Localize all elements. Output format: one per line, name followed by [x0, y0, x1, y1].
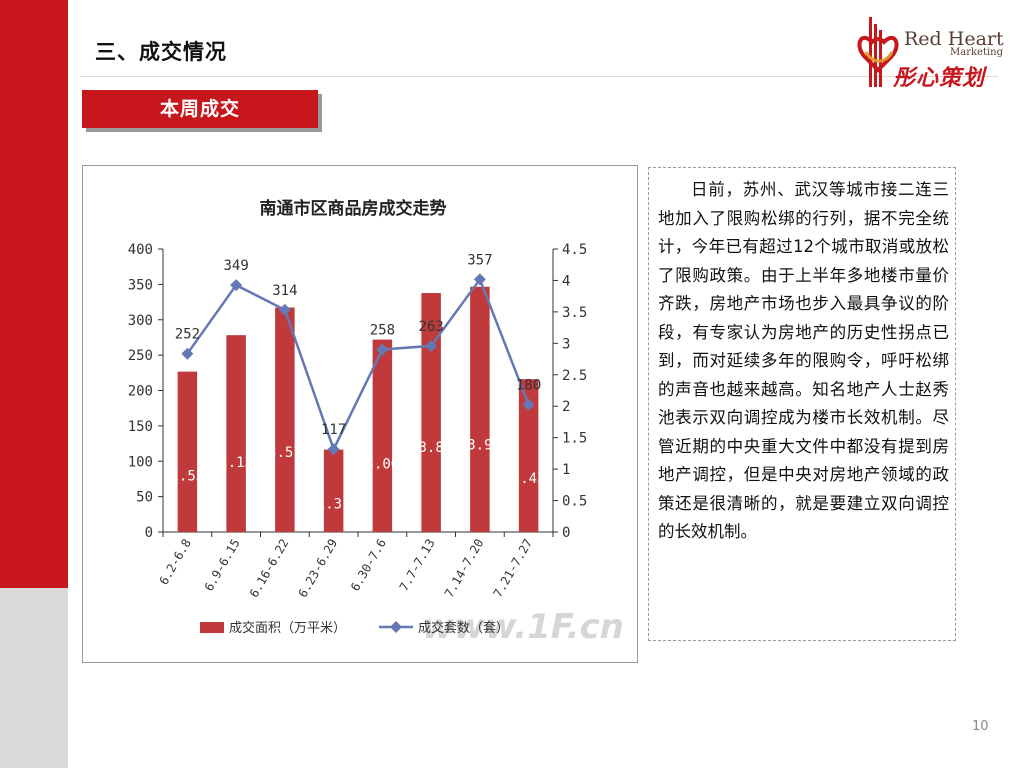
y-right-tick-label: 3.5	[562, 305, 587, 321]
x-tick-label: 6.23-6.29	[296, 537, 341, 600]
logo-text-en-sub: Marketing	[950, 47, 1004, 58]
bar	[226, 335, 246, 532]
y-right-tick-label: 2	[562, 399, 570, 415]
y-right-tick-label: 3	[562, 336, 570, 352]
bar-data-label: 1.31	[317, 496, 351, 512]
title-divider	[80, 76, 998, 77]
legend-swatch-bar	[200, 622, 224, 633]
line-point	[230, 279, 243, 292]
y-left-tick-label: 150	[128, 419, 153, 435]
bar-data-label: 3.9	[467, 438, 492, 454]
bar-data-label: 2.43	[512, 471, 546, 487]
y-right-tick-label: 0.5	[562, 494, 587, 510]
y-right-tick-label: 2.5	[562, 368, 587, 384]
legend-swatch-marker	[390, 621, 402, 633]
bar	[421, 293, 441, 532]
y-left-tick-label: 50	[136, 490, 153, 506]
line-data-label: 117	[321, 422, 346, 438]
line-data-label: 252	[175, 327, 200, 343]
page-number: 10	[972, 719, 989, 734]
left-accent-bar	[0, 0, 68, 588]
y-left-tick-label: 400	[128, 242, 153, 258]
chart-frame: 南通市区商品房成交走势 0 50 100 150 200 250 300 350 400 0 0.5…	[82, 165, 638, 663]
x-tick-label: 6.30-7.6	[348, 537, 389, 594]
bar	[470, 286, 490, 532]
line-data-label: 180	[516, 378, 541, 394]
y-right-tick-label: 1	[562, 462, 570, 478]
legend-label-bar: 成交面积（万平米）	[229, 620, 346, 636]
line-point	[181, 347, 194, 360]
legend-label-line: 成交套数（套）	[418, 620, 509, 636]
line-point	[376, 343, 389, 356]
bar-data-label: 3.8	[418, 440, 443, 456]
line-point	[473, 273, 486, 286]
line-point	[278, 303, 291, 316]
bar	[275, 307, 295, 532]
chart-title: 南通市区商品房成交走势	[260, 198, 447, 219]
y-left-tick-label: 0	[145, 525, 153, 541]
left-accent-bar-gray	[0, 588, 68, 768]
logo-icon	[857, 17, 899, 87]
bar-data-label: 3.57	[268, 445, 302, 461]
line-series-path	[186, 276, 530, 453]
bar	[372, 339, 393, 532]
x-tick-label: 7.14-7.20	[442, 537, 487, 600]
line-data-label: 357	[467, 252, 492, 268]
logo-text-en: Red Heart	[904, 28, 1004, 50]
x-tick-label: 7.7-7.13	[397, 537, 438, 594]
y-right-tick-label: 4.5	[562, 242, 587, 258]
description-paragraph: 日前，苏州、武汉等城市接二连三地加入了限购松绑的行列，据不完全统计，今年已有超过…	[658, 180, 949, 541]
y-left-tick-label: 250	[128, 348, 153, 364]
y-right-tick-label: 0	[562, 525, 570, 541]
bar-data-label: 2.55	[171, 468, 205, 484]
line-data-label: 314	[272, 283, 297, 299]
chart-watermark: www.1F.cn	[422, 607, 624, 647]
line-point	[425, 339, 438, 352]
line-data-label: 263	[418, 319, 443, 335]
y-left-tick-label: 100	[128, 454, 153, 470]
description-box: 日前，苏州、武汉等城市接二连三地加入了限购松绑的行列，据不完全统计，今年已有超过…	[648, 167, 956, 641]
line-data-label: 349	[223, 258, 248, 274]
y-right-tick-label: 1.5	[562, 431, 587, 447]
y-right-tick-label: 4	[562, 273, 570, 289]
section-tag: 本周成交	[82, 90, 318, 128]
bar	[518, 379, 539, 532]
logo-text-cn: 彤心策划	[893, 66, 986, 91]
line-point	[522, 398, 535, 411]
x-tick-label: 6.2-6.8	[157, 537, 194, 588]
line-data-label: 258	[370, 322, 395, 338]
line-point	[327, 443, 340, 456]
x-tick-label: 7.21-7.27	[491, 537, 536, 600]
bar-data-label: 3.13	[219, 455, 253, 471]
x-tick-label: 6.9-6.15	[202, 537, 243, 594]
y-left-tick-label: 350	[128, 277, 153, 293]
x-tick-label: 6.16-6.22	[247, 537, 292, 600]
bar	[177, 371, 198, 532]
y-left-tick-label: 200	[128, 384, 153, 400]
y-left-tick-label: 300	[128, 313, 153, 329]
section-title: 三、成交情况	[95, 40, 227, 64]
bar-data-label: 3.06	[366, 457, 400, 473]
bar	[323, 449, 344, 532]
chart: 南通市区商品房成交走势 0 50 100 150 200 250 300 350 400 0 0.5…	[128, 198, 624, 647]
